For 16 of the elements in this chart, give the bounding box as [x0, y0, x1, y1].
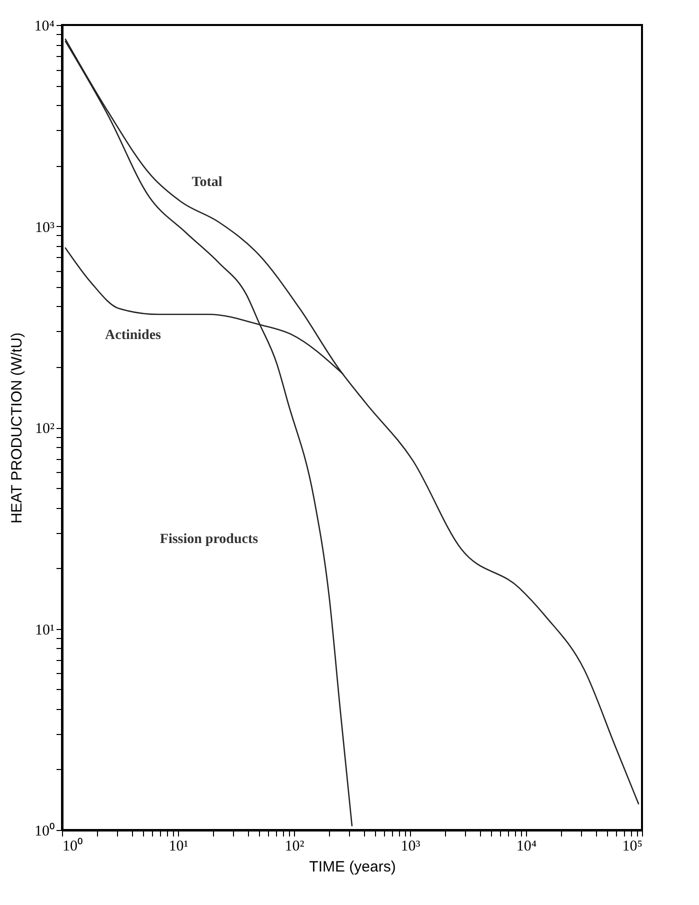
annotation: Fission products	[160, 532, 259, 547]
y-tick-label: 10⁴	[34, 18, 54, 34]
annotation: Total	[192, 175, 222, 190]
x-tick-label: 10²	[284, 838, 305, 854]
x-tick-label: 10⁴	[516, 838, 537, 854]
y-axis-title: HEAT PRODUCTION (W/tU)	[8, 332, 26, 524]
x-tick-label: 10⁰	[62, 838, 82, 854]
x-tick-label: 10⁵	[622, 838, 642, 854]
annotation: Actinides	[105, 328, 162, 343]
x-tick-label: 10¹	[168, 838, 188, 854]
y-tick-label: 10⁰	[34, 822, 54, 840]
y-tick-label: 10²	[35, 421, 55, 437]
y-tick-label: 10¹	[35, 622, 54, 638]
x-axis-title: TIME (years)	[309, 858, 396, 876]
y-tick-label: 10³	[35, 220, 55, 236]
x-tick-label: 10³	[400, 838, 421, 854]
